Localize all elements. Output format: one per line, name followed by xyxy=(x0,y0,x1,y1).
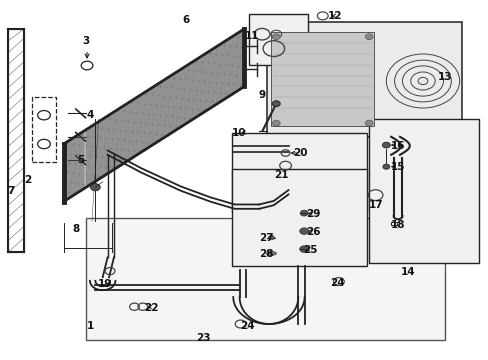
Text: 7: 7 xyxy=(7,186,15,196)
Text: 13: 13 xyxy=(437,72,451,82)
Text: 19: 19 xyxy=(98,279,112,289)
Text: 14: 14 xyxy=(400,267,415,277)
Text: 26: 26 xyxy=(305,227,320,237)
FancyBboxPatch shape xyxy=(271,32,373,126)
Ellipse shape xyxy=(266,252,276,255)
Text: 6: 6 xyxy=(182,15,189,25)
Circle shape xyxy=(90,184,100,191)
Text: 18: 18 xyxy=(390,220,405,230)
Circle shape xyxy=(382,164,389,169)
Text: 11: 11 xyxy=(244,31,259,41)
Text: 27: 27 xyxy=(259,233,273,243)
FancyBboxPatch shape xyxy=(368,119,478,263)
Circle shape xyxy=(300,210,307,216)
Text: 3: 3 xyxy=(82,36,89,46)
Text: 24: 24 xyxy=(239,321,254,331)
Text: 20: 20 xyxy=(293,148,307,158)
FancyBboxPatch shape xyxy=(232,169,366,266)
FancyBboxPatch shape xyxy=(85,218,444,340)
Text: 10: 10 xyxy=(231,128,245,138)
Text: 8: 8 xyxy=(72,224,79,234)
Text: 2: 2 xyxy=(24,175,31,185)
Text: 1: 1 xyxy=(87,321,94,331)
Circle shape xyxy=(365,34,372,40)
Text: 28: 28 xyxy=(259,249,273,259)
Text: 29: 29 xyxy=(305,209,320,219)
FancyBboxPatch shape xyxy=(232,133,366,212)
Circle shape xyxy=(268,235,274,240)
Text: 5: 5 xyxy=(77,155,84,165)
Text: 12: 12 xyxy=(327,11,342,21)
Text: 15: 15 xyxy=(390,162,405,172)
Text: 9: 9 xyxy=(258,90,264,100)
Circle shape xyxy=(365,120,372,126)
Polygon shape xyxy=(63,29,244,202)
Text: 16: 16 xyxy=(390,141,405,151)
Circle shape xyxy=(382,142,389,148)
Text: 17: 17 xyxy=(368,200,383,210)
Circle shape xyxy=(299,246,308,252)
Circle shape xyxy=(272,120,280,126)
Circle shape xyxy=(299,228,308,234)
Circle shape xyxy=(272,101,280,107)
Text: 23: 23 xyxy=(195,333,210,343)
Text: 25: 25 xyxy=(303,245,317,255)
Circle shape xyxy=(272,34,280,40)
FancyBboxPatch shape xyxy=(249,14,307,65)
Text: 21: 21 xyxy=(273,170,288,180)
Text: 22: 22 xyxy=(144,303,159,313)
FancyBboxPatch shape xyxy=(266,22,461,137)
Text: 4: 4 xyxy=(86,110,94,120)
Text: 24: 24 xyxy=(329,278,344,288)
